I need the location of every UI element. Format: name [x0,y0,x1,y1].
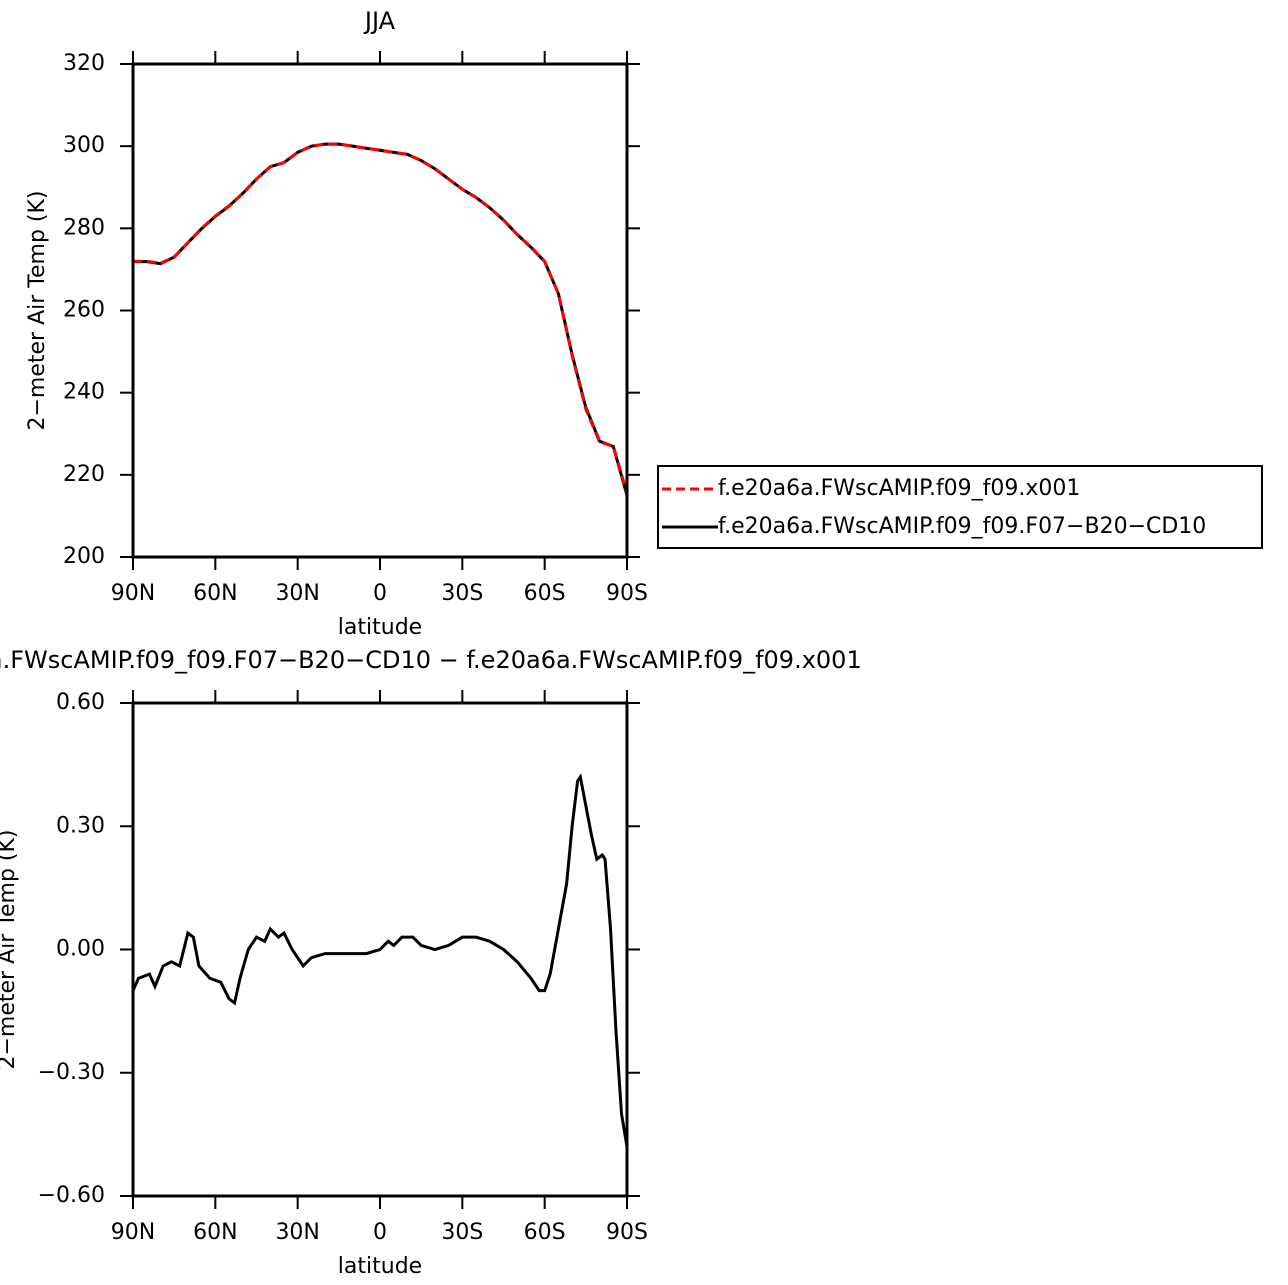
plot-frame [131,701,629,1198]
y-tick-label: 280 [63,215,105,240]
x-tick-label: 0 [373,1220,387,1245]
x-tick-label: 90N [111,1220,155,1245]
x-tick-label: 90S [606,581,648,606]
data-line [133,142,629,494]
y-tick-label: −0.30 [38,1060,105,1085]
y-tick-label: 260 [63,298,105,323]
y-tick-label: 0.00 [56,937,105,962]
y-tick-label: −0.60 [38,1183,105,1208]
x-tick-label: 30N [275,581,319,606]
x-tick-label: 60S [524,1220,566,1245]
legend-label: f.e20a6a.FWscAMIP.f09_f09.x001 [718,476,1080,501]
chart-title: JJA [363,7,396,35]
x-tick-label: 0 [373,581,387,606]
data-line [133,142,629,496]
x-axis-label: latitude [338,615,422,640]
x-tick-label: 30N [275,1220,319,1245]
data-line [131,773,629,1147]
y-tick-label: 240 [63,380,105,405]
y-tick-label: 300 [63,133,105,158]
chart-title: f.e20a6a.FWscAMIP.f09_f09.F07−B20−CD10 −… [0,646,862,674]
y-tick-label: 0.60 [56,690,105,715]
x-tick-label: 90N [111,581,155,606]
legend-box [657,465,1263,549]
x-tick-label: 60N [193,1220,237,1245]
x-tick-label: 60S [524,581,566,606]
y-axis-label: 2−meter Air Temp (K) [25,190,50,430]
y-tick-label: 0.30 [56,813,105,838]
x-tick-label: 30S [441,1220,483,1245]
y-tick-label: 220 [63,462,105,487]
x-tick-label: 60N [193,581,237,606]
y-axis-label: 2−meter Air Temp (K) [0,829,20,1069]
x-tick-label: 90S [606,1220,648,1245]
y-tick-label: 320 [63,51,105,76]
x-axis-label: latitude [338,1254,422,1279]
legend-label: f.e20a6a.FWscAMIP.f09_f09.F07−B20−CD10 [718,514,1206,539]
y-tick-label: 200 [63,544,105,569]
x-tick-label: 30S [441,581,483,606]
plot-frame [131,62,629,559]
